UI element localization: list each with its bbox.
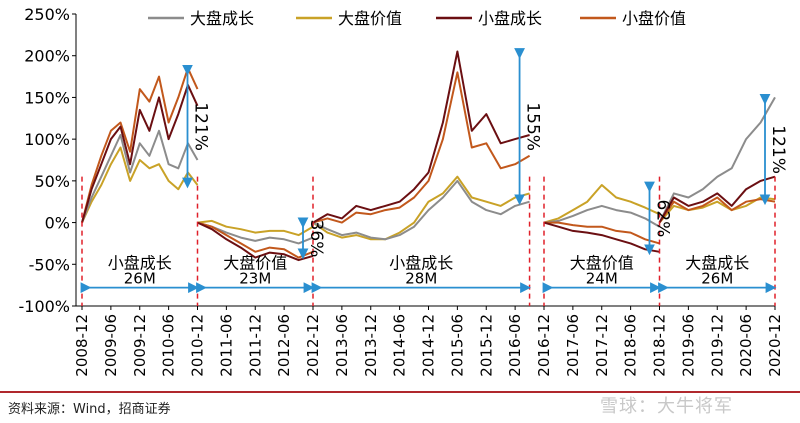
period-label: 小盘成长: [389, 253, 453, 272]
chart: -100%-50%0%50%100%150%200%250% 2008-12 20…: [18, 5, 788, 377]
spread-label: 121%: [768, 125, 788, 174]
footer-rule: [0, 391, 800, 393]
period-duration: 23M: [239, 270, 271, 288]
period-label: 大盘价值: [223, 253, 287, 272]
series-group: [81, 50, 776, 262]
series-line: [658, 196, 776, 224]
series-line: [312, 71, 531, 224]
series-line: [197, 221, 314, 259]
x-tick-label: 2014-12: [420, 314, 438, 377]
x-tick-label: 2013-06: [333, 314, 351, 377]
x-tick-label: 2012-12: [304, 314, 322, 377]
x-tick-label: 2020-06: [737, 314, 755, 377]
series-line: [543, 184, 660, 224]
spread-label: 155%: [523, 102, 543, 151]
x-tick-label: 2011-12: [246, 314, 264, 377]
legend: 大盘成长 大盘价值 小盘成长 小盘价值: [148, 9, 686, 28]
x-tick-label: 2015-12: [477, 314, 495, 377]
y-tick-label: 0%: [45, 214, 70, 233]
period-duration: 26M: [701, 270, 733, 288]
x-tick-label: 2010-06: [160, 314, 178, 377]
y-tick-label: 200%: [24, 47, 70, 66]
x-tick-label: 2009-06: [102, 314, 120, 377]
x-tick-label: 2020-12: [766, 314, 784, 377]
series-line: [658, 175, 776, 224]
legend-label: 小盘价值: [622, 9, 686, 28]
y-tick-label: 100%: [24, 130, 70, 149]
series-line: [543, 204, 660, 228]
period-duration: 28M: [405, 270, 437, 288]
legend-label: 小盘成长: [478, 9, 542, 28]
x-tick-label: 2017-06: [564, 314, 582, 377]
x-tick-label: 2016-06: [506, 314, 524, 377]
series-line: [81, 129, 199, 223]
period-duration: 26M: [124, 270, 156, 288]
x-tick-label: 2017-12: [593, 314, 611, 377]
y-tick-label: 250%: [24, 5, 70, 24]
series-line: [658, 196, 776, 224]
x-axis: 2008-12 2009-06 2009-12 2010-06 2010-12 2011-…: [73, 305, 784, 377]
y-tick-label: -100%: [18, 297, 70, 316]
period-duration: 24M: [586, 270, 618, 288]
period-label: 大盘成长: [685, 253, 749, 272]
source-note: 资料来源：Wind，招商证券: [8, 402, 171, 417]
series-line: [658, 96, 776, 224]
y-tick-label: -50%: [29, 255, 70, 274]
series-line: [543, 221, 660, 253]
x-tick-label: 2019-06: [679, 314, 697, 377]
series-line: [81, 67, 199, 223]
spread-label: 62%: [653, 200, 673, 238]
x-tick-label: 2015-06: [448, 314, 466, 377]
x-tick-label: 2011-06: [217, 314, 235, 377]
series-line: [312, 175, 530, 241]
series-line: [81, 146, 199, 224]
x-tick-label: 2010-12: [189, 314, 207, 377]
legend-label: 大盘成长: [190, 9, 254, 28]
x-tick-label: 2018-12: [651, 314, 669, 377]
series-line: [312, 50, 530, 224]
legend-label: 大盘价值: [338, 9, 402, 28]
x-tick-label: 2012-06: [275, 314, 293, 377]
series-line: [312, 179, 530, 241]
series-line: [81, 83, 199, 223]
y-tick-label: 150%: [24, 88, 70, 107]
series-line: [197, 219, 314, 237]
x-tick-label: 2018-06: [622, 314, 640, 377]
spread-label: 36%: [306, 220, 326, 258]
x-tick-label: 2019-12: [708, 314, 726, 377]
x-tick-label: 2008-12: [73, 314, 91, 377]
x-tick-label: 2009-12: [131, 314, 149, 377]
x-tick-label: 2016-12: [535, 314, 553, 377]
period-label: 小盘成长: [108, 253, 172, 272]
series-line: [544, 221, 660, 245]
watermark: 雪球：大牛将军: [600, 396, 733, 417]
y-tick-label: 50%: [34, 172, 70, 191]
series-line: [197, 221, 314, 262]
x-tick-label: 2014-06: [391, 314, 409, 377]
y-axis: -100% -50% 0% 50% 100% 150% 200% 250%: [18, 5, 77, 316]
annotations: 26M小盘成长121%23M大盘价值36%28M小盘成长155%24M大盘价值6…: [80, 48, 788, 306]
spread-label: 121%: [191, 102, 211, 151]
x-tick-label: 2013-12: [362, 314, 380, 377]
period-label: 大盘价值: [570, 253, 634, 272]
